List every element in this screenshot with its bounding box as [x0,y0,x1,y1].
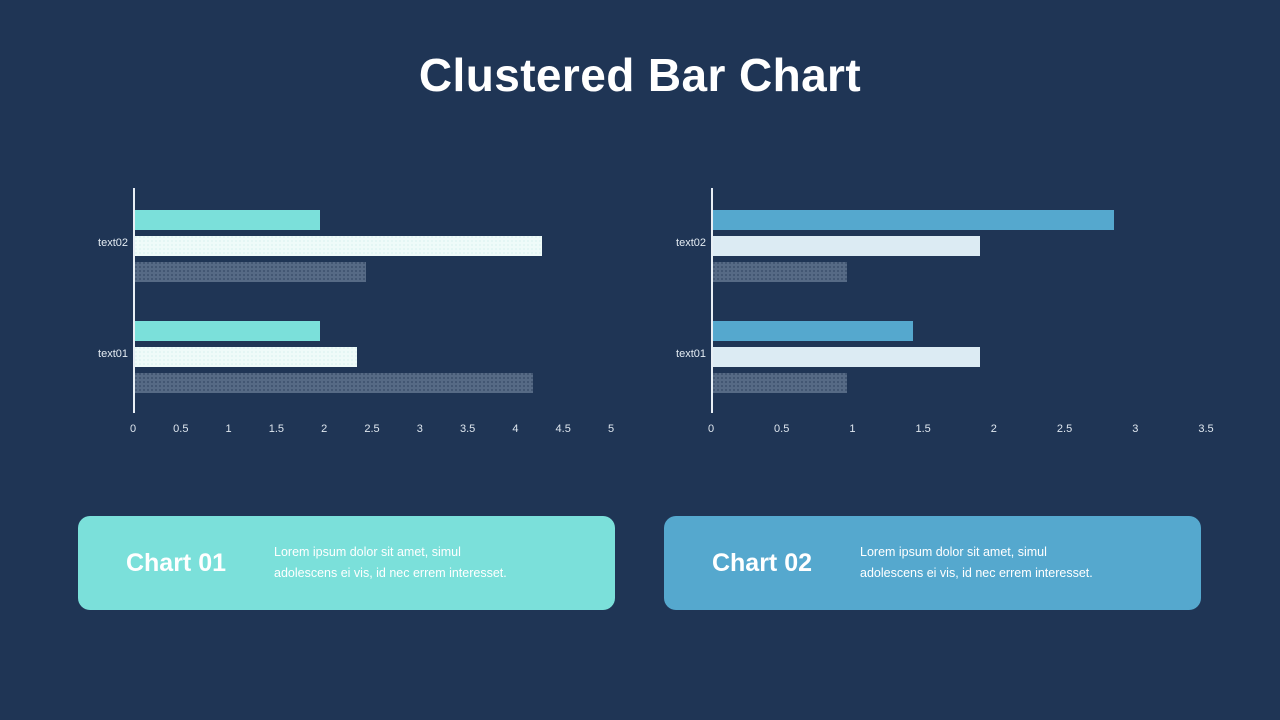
chart-02-category-label-text01: text01 [676,348,706,360]
chart-02-bar-text02-series3[interactable] [713,262,847,282]
chart-01-category-label-text01: text01 [98,348,128,360]
chart-01-bar-text01-series1[interactable] [135,321,320,341]
page-title: Clustered Bar Chart [418,49,862,101]
chart-02-bar-text01-series1[interactable] [713,321,913,341]
chart-01-plot-area [133,188,611,413]
chart-01-bar-text01-series2[interactable] [135,347,357,367]
chart-01-bar-text01-series3[interactable] [135,373,533,393]
chart-01-info-card[interactable]: Chart 01 Lorem ipsum dolor sit amet, sim… [78,516,615,610]
chart-01-xtick-9: 4.5 [555,423,571,435]
chart-02-card-body: Lorem ipsum dolor sit amet, simul adoles… [860,542,1201,584]
chart-02-card-body-line2: adolescens ei vis, id nec errem interess… [860,566,1093,580]
chart-02-bar-text02-series2[interactable] [713,236,980,256]
chart-01-panel: text02 text01 0 0.5 1 1.5 2 2.5 3 3.5 4 … [70,185,630,435]
chart-02-xtick-5: 2.5 [1056,423,1073,435]
chart-02-xtick-3: 1.5 [915,423,931,435]
chart-01-xtick-1: 0.5 [173,423,189,435]
chart-01-category-label-text02: text02 [98,237,128,249]
chart-02-category-labels: text02 text01 [648,188,706,413]
chart-01-bar-text02-series1[interactable] [135,210,320,230]
chart-02-xtick-2: 1 [849,423,856,435]
chart-01-xtick-0: 0 [129,423,137,435]
chart-01-card-heading: Chart 01 [125,548,227,577]
chart-02-xtick-0: 0 [707,423,715,435]
chart-02-xtick-4: 2 [990,423,997,435]
chart-01-xtick-6: 3 [416,423,423,435]
chart-02-card-heading: Chart 02 [711,548,813,577]
chart-01-y-axis-line [133,188,135,413]
chart-01-x-axis: 0 0.5 1 1.5 2 2.5 3 3.5 4 4.5 5 [129,421,615,437]
chart-01-card-body-line2: adolescens ei vis, id nec errem interess… [274,566,507,580]
chart-01-category-labels: text02 text01 [70,188,128,413]
chart-01-bar-text02-series3[interactable] [135,262,366,282]
chart-01-card-body: Lorem ipsum dolor sit amet, simul adoles… [274,542,615,584]
chart-01-card-body-line1: Lorem ipsum dolor sit amet, simul [274,545,461,559]
chart-02-bar-text02-series1[interactable] [713,210,1114,230]
chart-02-bar-text01-series3[interactable] [713,373,847,393]
chart-01-xtick-8: 4 [512,423,519,435]
chart-02-xtick-7: 3.5 [1198,423,1214,435]
chart-02-plot-area [711,188,1206,413]
chart-02-bar-text01-series2[interactable] [713,347,980,367]
chart-02-info-card[interactable]: Chart 02 Lorem ipsum dolor sit amet, sim… [664,516,1201,610]
chart-01-xtick-3: 1.5 [268,423,285,435]
chart-01-xtick-10: 5 [607,423,615,435]
chart-01-xtick-4: 2 [321,423,328,435]
chart-02-xtick-1: 0.5 [774,423,790,435]
chart-02-xtick-6: 3 [1132,423,1139,435]
chart-02-category-label-text02: text02 [676,237,706,249]
chart-01-bar-text02-series2[interactable] [135,236,542,256]
chart-01-xtick-7: 3.5 [459,423,476,435]
chart-02-card-body-line1: Lorem ipsum dolor sit amet, simul [860,545,1047,559]
chart-02-y-axis-line [711,188,713,413]
chart-01-xtick-2: 1 [225,423,232,435]
chart-01-xtick-5: 2.5 [364,423,380,435]
chart-02-panel: text02 text01 0 0.5 1 1.5 2 2.5 3 3.5 [648,185,1214,437]
chart-02-x-axis: 0 0.5 1 1.5 2 2.5 3 3.5 [707,421,1214,437]
